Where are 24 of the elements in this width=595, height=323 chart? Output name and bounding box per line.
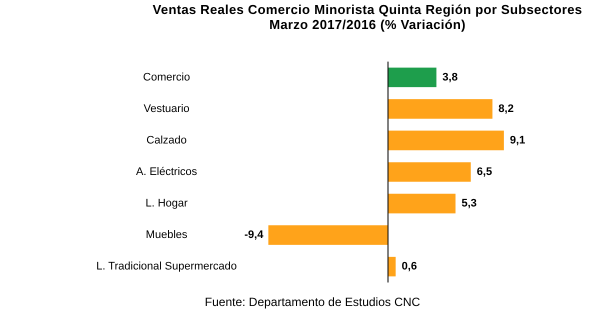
y-tick-label: L. Tradicional Supermercado xyxy=(96,260,237,273)
bar xyxy=(388,194,456,214)
data-label: 5,3 xyxy=(462,198,477,210)
data-label: 0,6 xyxy=(402,260,417,273)
y-tick-label: Calzado xyxy=(146,134,187,146)
data-label: 6,5 xyxy=(476,166,492,178)
bar xyxy=(388,130,504,150)
bar xyxy=(388,256,396,276)
bar xyxy=(388,99,492,119)
chart-title: Ventas Reales Comercio Minorista Quinta Región por Subsectores xyxy=(152,2,584,17)
data-label: 3,8 xyxy=(442,71,458,84)
bar xyxy=(268,225,388,245)
y-tick-label: Comercio xyxy=(143,71,190,84)
bar xyxy=(388,68,436,88)
y-tick-label: A. Eléctricos xyxy=(136,166,198,178)
source-note: Fuente: Departamento de Estudios CNC xyxy=(204,295,422,309)
data-label: 8,2 xyxy=(498,102,514,115)
data-label: -9,4 xyxy=(244,229,264,242)
y-tick-label: Muebles xyxy=(146,229,188,242)
bar xyxy=(388,162,471,182)
data-label: 9,1 xyxy=(510,134,526,146)
chart-subtitle: Marzo 2017/2016 (% Variación) xyxy=(268,17,467,32)
y-tick-label: Vestuario xyxy=(144,102,190,115)
y-tick-label: L. Hogar xyxy=(145,198,188,210)
